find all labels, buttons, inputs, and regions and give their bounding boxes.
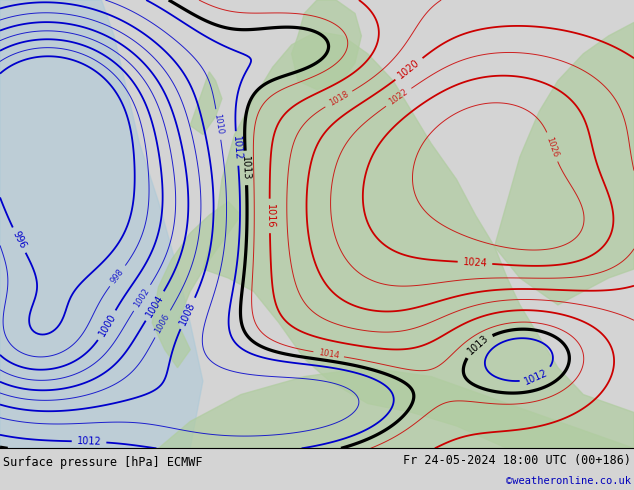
- Polygon shape: [152, 202, 241, 368]
- Polygon shape: [292, 0, 361, 90]
- Text: ©weatheronline.co.uk: ©weatheronline.co.uk: [506, 476, 631, 486]
- Text: 1002: 1002: [133, 287, 152, 309]
- Text: 1006: 1006: [153, 313, 172, 335]
- Text: 1022: 1022: [387, 88, 410, 107]
- Text: 1013: 1013: [465, 333, 491, 357]
- Text: 996: 996: [10, 230, 28, 250]
- Polygon shape: [158, 368, 634, 448]
- Text: Fr 24-05-2024 18:00 UTC (00+186): Fr 24-05-2024 18:00 UTC (00+186): [403, 454, 631, 466]
- Polygon shape: [495, 23, 634, 305]
- Text: 1010: 1010: [212, 113, 224, 136]
- Text: 1012: 1012: [77, 436, 101, 447]
- Text: 1024: 1024: [462, 257, 488, 269]
- Polygon shape: [0, 0, 203, 448]
- Text: 998: 998: [109, 267, 126, 285]
- Text: 1026: 1026: [545, 136, 560, 158]
- Text: 1018: 1018: [327, 90, 350, 108]
- Text: 1004: 1004: [144, 293, 165, 319]
- Text: 1000: 1000: [96, 312, 117, 339]
- Text: 1012: 1012: [231, 136, 243, 161]
- Text: Surface pressure [hPa] ECMWF: Surface pressure [hPa] ECMWF: [3, 456, 203, 469]
- Text: 1016: 1016: [264, 204, 275, 228]
- Text: 1014: 1014: [318, 348, 340, 361]
- Polygon shape: [190, 72, 222, 135]
- Polygon shape: [203, 31, 634, 448]
- Text: 1020: 1020: [396, 57, 422, 80]
- Text: 1008: 1008: [178, 300, 197, 327]
- Text: 1012: 1012: [523, 368, 550, 387]
- Text: 1013: 1013: [240, 155, 252, 180]
